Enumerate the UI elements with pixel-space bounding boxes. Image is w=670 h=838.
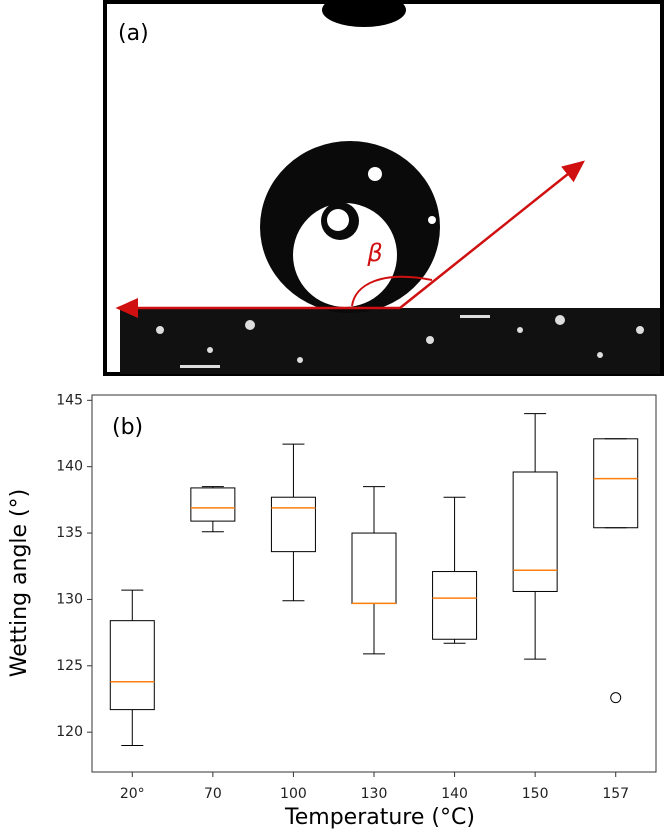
- y-tick-label: 140: [56, 459, 83, 475]
- y-tick-label: 125: [56, 658, 83, 674]
- highlight: [428, 216, 436, 224]
- y-tick-label: 130: [56, 591, 83, 607]
- angle-arc: [351, 275, 433, 307]
- box: [270, 496, 316, 553]
- box: [512, 471, 558, 592]
- y-tick-label: 145: [56, 392, 83, 408]
- outlier: [610, 692, 622, 704]
- x-tick-label: 150: [522, 786, 549, 802]
- x-tick-label: 140: [441, 786, 468, 802]
- photo-panel: β (a): [103, 0, 664, 376]
- falling-drop: [322, 0, 406, 27]
- box: [351, 532, 397, 604]
- panel-label: (a): [118, 21, 149, 46]
- y-axis-title: Wetting angle (°): [7, 489, 32, 677]
- box: [432, 571, 478, 640]
- box-chart: (b) Temperature (°C) Wetting angle (°) 1…: [7, 392, 657, 830]
- substrate-texture: [156, 315, 644, 368]
- x-tick-label: 157: [602, 786, 629, 802]
- angle-label: β: [366, 239, 382, 267]
- y-tick-label: 135: [56, 525, 83, 541]
- x-axis-title: Temperature (°C): [284, 805, 475, 830]
- highlight: [368, 167, 382, 181]
- plot-frame: [91, 394, 657, 773]
- x-tick-label: 100: [280, 786, 307, 802]
- y-tick-label: 120: [56, 724, 83, 740]
- x-tick-label: 130: [361, 786, 388, 802]
- droplet-core: [293, 203, 397, 307]
- bubble-core: [327, 209, 349, 231]
- substrate: [120, 308, 660, 374]
- box: [190, 487, 236, 522]
- panel-label: (b): [112, 415, 143, 440]
- box: [593, 438, 639, 529]
- x-tick-label: 20°: [120, 786, 145, 802]
- tangent-arrow: [399, 160, 585, 309]
- box: [109, 620, 155, 711]
- x-tick-label: 70: [204, 786, 222, 802]
